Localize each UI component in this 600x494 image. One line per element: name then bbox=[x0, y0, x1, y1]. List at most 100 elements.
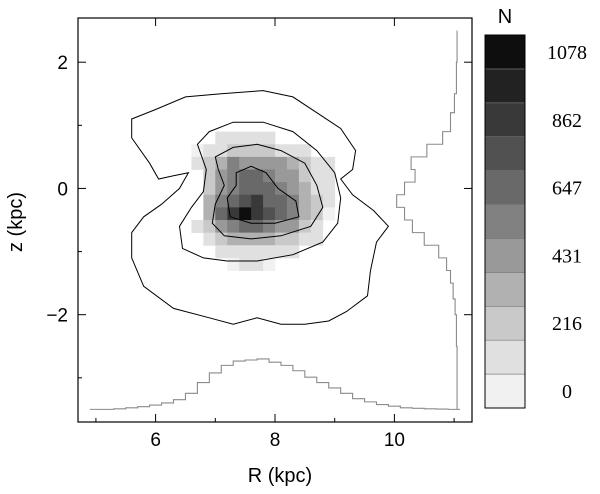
heatmap-cell bbox=[227, 257, 240, 271]
heatmap-cell bbox=[322, 156, 336, 170]
heatmap-cell bbox=[263, 169, 276, 183]
heatmap-cell bbox=[251, 156, 264, 170]
heatmap-cell bbox=[203, 156, 216, 170]
heatmap-cell bbox=[251, 182, 264, 196]
x-ticks: 6 8 10 bbox=[95, 18, 455, 451]
heatmap-cell bbox=[275, 182, 288, 196]
heatmap-cell bbox=[203, 207, 216, 221]
heatmap-cell bbox=[203, 144, 216, 158]
colorbar-swatch bbox=[484, 339, 526, 375]
heatmap-cell bbox=[203, 194, 216, 208]
heatmap-cell bbox=[275, 207, 288, 221]
heatmap-cell bbox=[203, 182, 216, 196]
heatmap-cell bbox=[251, 169, 264, 183]
heatmap-cell bbox=[263, 232, 276, 246]
y-ticks: 2 0 −2 bbox=[46, 53, 472, 379]
heatmap-cell bbox=[286, 169, 300, 183]
heatmap-cell bbox=[227, 245, 240, 259]
histogram-R bbox=[89, 358, 461, 410]
heatmap-cell bbox=[215, 232, 228, 246]
heatmap-cell bbox=[286, 182, 300, 196]
heatmap-cell bbox=[310, 232, 324, 246]
colorbar-swatch bbox=[484, 238, 526, 273]
heatmap-cell bbox=[263, 156, 276, 170]
colorbar-swatch bbox=[484, 68, 526, 104]
heatmap-cell bbox=[263, 220, 276, 234]
heatmap-cell bbox=[286, 245, 300, 259]
heatmap-cell bbox=[286, 194, 300, 208]
heatmap-cell bbox=[275, 220, 288, 234]
heatmap-cell bbox=[239, 131, 252, 145]
colorbar-tick-label: 647 bbox=[552, 178, 582, 200]
heatmap-cell bbox=[275, 194, 288, 208]
heatmap-cell bbox=[263, 245, 276, 259]
colorbar-tick-label: 216 bbox=[552, 313, 582, 335]
x-tick-label: 6 bbox=[150, 430, 161, 451]
heatmap-cell bbox=[215, 156, 228, 170]
colorbar-swatch bbox=[484, 136, 526, 171]
heatmap-cell bbox=[298, 220, 312, 234]
colorbar-tick-label: 0 bbox=[562, 381, 572, 403]
colorbar-swatch bbox=[484, 170, 526, 205]
heatmap-cell bbox=[239, 245, 252, 259]
contour-outer bbox=[131, 90, 390, 325]
heatmap-cell bbox=[215, 131, 228, 145]
contour-lines bbox=[131, 90, 390, 325]
heatmap-cell bbox=[310, 156, 324, 170]
colorbar-swatch bbox=[484, 204, 526, 239]
heatmap-cell bbox=[263, 182, 276, 196]
heatmap-cell bbox=[286, 156, 300, 170]
heatmap-cell bbox=[203, 232, 216, 246]
colorbar-swatch bbox=[484, 272, 526, 307]
heatmap-cell bbox=[203, 220, 216, 234]
colorbar-tick-label: 1078 bbox=[547, 42, 587, 64]
colorbar-tick-label: 431 bbox=[552, 245, 582, 267]
heatmap-cell bbox=[239, 169, 252, 183]
heatmap-cell bbox=[215, 182, 228, 196]
heatmap-cell bbox=[239, 220, 252, 234]
heatmap-cell bbox=[310, 182, 324, 196]
heatmap-cell bbox=[239, 257, 252, 271]
heatmap-cell bbox=[310, 207, 324, 221]
heatmap-cell bbox=[239, 194, 252, 208]
x-axis-label: R (kpc) bbox=[248, 465, 312, 487]
colorbar-swatch bbox=[484, 102, 526, 138]
heatmap-cell bbox=[298, 182, 312, 196]
heatmap-cell bbox=[227, 169, 240, 183]
colorbar-tick-label: 862 bbox=[552, 110, 582, 132]
contour-level-2 bbox=[178, 121, 342, 262]
heatmap-cell bbox=[215, 220, 228, 234]
heatmap-cell bbox=[203, 169, 216, 183]
heatmap-cell bbox=[298, 232, 312, 246]
heatmap-cell bbox=[322, 182, 336, 196]
heatmap-cell bbox=[275, 245, 288, 259]
heatmap-cell bbox=[227, 156, 240, 170]
heatmap-cell bbox=[298, 144, 312, 158]
colorbar-swatch bbox=[484, 373, 526, 409]
heatmap-cell bbox=[251, 232, 264, 246]
y-axis-label: z (kpc) bbox=[5, 192, 27, 252]
heatmap-cell bbox=[286, 144, 300, 158]
histogram-z bbox=[396, 30, 458, 410]
heatmap-cell bbox=[322, 207, 336, 221]
heatmap-cell bbox=[263, 207, 276, 221]
heatmap-cell bbox=[239, 156, 252, 170]
heatmap-cell bbox=[286, 232, 300, 246]
heatmap-cell bbox=[215, 169, 228, 183]
contour-level-3 bbox=[211, 143, 324, 240]
colorbar: 1078 862 647 431 216 0 bbox=[484, 34, 587, 409]
heatmap-cell bbox=[227, 220, 240, 234]
heatmap-cell bbox=[251, 144, 264, 158]
heatmap-cells bbox=[191, 131, 336, 271]
heatmap-cell bbox=[322, 169, 336, 183]
heatmap-cell bbox=[263, 257, 276, 271]
colorbar-swatch bbox=[484, 305, 526, 341]
heatmap-cell bbox=[227, 194, 240, 208]
heatmap-cell bbox=[263, 144, 276, 158]
heatmap-cell bbox=[298, 194, 312, 208]
heatmap-cell bbox=[263, 131, 276, 145]
heatmap-cell bbox=[310, 169, 324, 183]
heatmap-cell bbox=[286, 220, 300, 234]
heatmap-cell bbox=[239, 182, 252, 196]
heatmap-cell bbox=[215, 245, 228, 259]
